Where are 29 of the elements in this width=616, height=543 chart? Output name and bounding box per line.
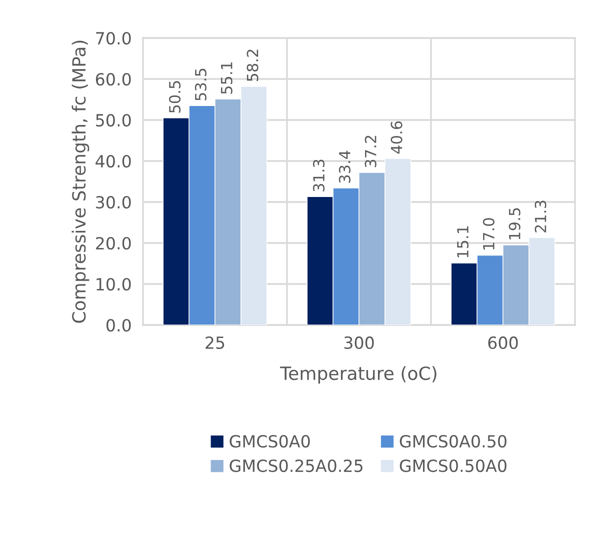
data-label: 17.0 [482,218,494,250]
x-tick-label: 300 [344,336,374,350]
y-tick-label: 10.0 [96,278,131,291]
data-label: 53.5 [194,68,206,100]
y-tick-label: 70.0 [96,32,131,45]
data-label: 19.5 [508,208,520,240]
data-label: 55.1 [221,62,232,94]
legend-label: GMCS0.25A0.25 [230,459,362,472]
y-tick-label: 40.0 [96,154,131,168]
legend-label: GMCS0A0 [230,435,310,448]
y-tick-label: 60.0 [96,72,131,86]
x-tick-label: 600 [488,336,518,350]
data-label: 31.3 [312,160,325,192]
legend-label: GMCS0A0.50 [400,435,506,448]
y-tick-label: 30.0 [96,196,131,209]
y-tick-label: 0.0 [106,318,131,332]
data-label: 40.6 [390,121,402,154]
y-tick-label: 20.0 [96,236,131,250]
data-label: 37.2 [364,136,376,168]
data-label: 15.1 [457,226,469,258]
legend-label: GMCS0.50A0 [400,459,506,472]
x-tick-label: 25 [206,336,224,350]
y-tick-label: 50.0 [96,114,131,127]
data-label: 33.4 [338,150,350,183]
data-label: 58.2 [246,50,258,82]
data-label: 50.5 [168,81,181,113]
x-axis-title: Temperature (oC) [280,366,436,384]
data-label: 21.3 [534,200,546,232]
y-axis-title: Compressive Strength, fc (MPa) [72,40,90,323]
